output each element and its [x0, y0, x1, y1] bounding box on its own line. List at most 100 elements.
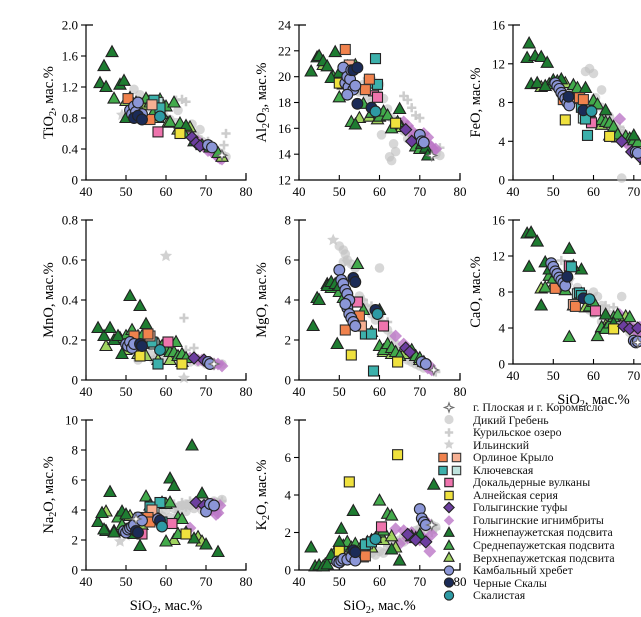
svg-text:70: 70 — [627, 184, 640, 199]
legend-item: Орлиное Крыло — [435, 451, 641, 464]
svg-text:MnO, мас.%: MnO, мас.% — [41, 262, 57, 338]
svg-text:60: 60 — [160, 384, 173, 399]
svg-text:0.6: 0.6 — [62, 253, 79, 268]
svg-text:4: 4 — [72, 503, 79, 518]
svg-text:2: 2 — [72, 533, 79, 548]
chart-tio2-canvas: 40 50 60 70 80 0 0.4 0.8 1.2 1.6 2.0 TiO2​, мас.% — [41, 18, 253, 200]
legend-item: Нижнепаужетская подсвита — [435, 526, 641, 539]
chart-cao-canvas: 40506070800481216CaO, мас.%SiO2​, мас.% — [468, 213, 641, 410]
chart-mgo: 40 50 60 70 80 0 2 4 6 8 MgO, мас.% — [253, 211, 467, 400]
svg-text:60: 60 — [587, 184, 600, 199]
svg-text:Na2​O, мас.%: Na2​O, мас.% — [41, 456, 59, 533]
legend-marker-icon — [435, 464, 467, 477]
legend-label: Ключевская — [473, 462, 534, 477]
svg-text:4: 4 — [499, 321, 506, 336]
legend-item: Камбальный хребет — [435, 564, 641, 577]
svg-text:0: 0 — [72, 563, 79, 578]
svg-text:2: 2 — [285, 333, 292, 348]
legend-label: Дикий Гребень — [473, 412, 549, 427]
svg-text:8: 8 — [285, 213, 292, 228]
legend-label: г. Плоская и г. Коромысло — [473, 400, 604, 414]
svg-text:40: 40 — [507, 184, 520, 199]
legend-item: Среднепаужетская подсвита — [435, 539, 641, 552]
svg-text:50: 50 — [333, 384, 346, 399]
svg-text:6: 6 — [72, 473, 79, 488]
legend-marker-icon — [435, 451, 467, 464]
legend-label: Орлиное Крыло — [473, 450, 554, 465]
svg-text:70: 70 — [413, 574, 426, 589]
svg-text:70: 70 — [413, 384, 426, 399]
svg-text:MgO, мас.%: MgO, мас.% — [254, 262, 270, 338]
legend-item: Голыгинские туфы — [435, 501, 641, 514]
legend-item: Докальдерные вулканы — [435, 476, 641, 489]
svg-text:50: 50 — [547, 184, 560, 199]
svg-text:16: 16 — [492, 213, 506, 228]
legend-label: Ильинский — [473, 437, 530, 452]
svg-text:20: 20 — [278, 69, 291, 84]
chart-al2o3-canvas: 40 50 60 70 80 12 14 16 18 20 22 24 Al2​O3​, мас.% — [254, 18, 467, 200]
svg-text:70: 70 — [200, 574, 213, 589]
legend-item: Голыгинские игнимбриты — [435, 514, 641, 527]
legend-label: Черные Скалы — [473, 575, 547, 590]
svg-text:12: 12 — [492, 56, 505, 71]
svg-text:0.4: 0.4 — [62, 293, 79, 308]
chart-tio2: 40 50 60 70 80 0 0.4 0.8 1.2 1.6 2.0 TiO2​, мас.% — [40, 16, 253, 200]
svg-text:70: 70 — [200, 184, 213, 199]
svg-text:0: 0 — [499, 173, 506, 188]
svg-text:0: 0 — [285, 373, 292, 388]
svg-text:SiO2​, мас.%: SiO2​, мас.% — [557, 392, 629, 410]
svg-text:1.2: 1.2 — [62, 80, 78, 95]
legend-label: Среднепаужетская подсвита — [473, 538, 615, 553]
svg-text:80: 80 — [454, 574, 467, 589]
svg-text:0: 0 — [285, 563, 292, 578]
chart-cao: 40506070800481216CaO, мас.%SiO2​, мас.% — [467, 211, 641, 410]
svg-text:70: 70 — [413, 184, 426, 199]
svg-text:14: 14 — [278, 147, 292, 162]
svg-text:50: 50 — [547, 368, 560, 383]
legend-marker-icon — [435, 401, 467, 414]
svg-text:CaO, мас.%: CaO, мас.% — [468, 256, 484, 327]
svg-text:8: 8 — [499, 95, 506, 110]
legend-marker-icon — [435, 526, 467, 539]
legend-item: Алнейская серия — [435, 489, 641, 502]
svg-text:TiO2​, мас.%: TiO2​, мас.% — [41, 66, 59, 139]
svg-text:FeO, мас.%: FeO, мас.% — [468, 68, 484, 138]
svg-text:40: 40 — [80, 184, 93, 199]
svg-text:40: 40 — [293, 574, 306, 589]
svg-text:80: 80 — [454, 184, 467, 199]
svg-text:10: 10 — [65, 413, 78, 428]
legend-label: Верхнепаужетская подсвита — [473, 550, 615, 565]
svg-text:12: 12 — [492, 249, 505, 264]
chart-mno: 40 50 60 70 80 0 0.2 0.4 0.6 0.8 MnO, мас.% — [40, 211, 253, 400]
svg-text:8: 8 — [285, 413, 292, 428]
legend-item: Верхнепаужетская подсвита — [435, 552, 641, 565]
legend-marker-icon — [435, 438, 467, 451]
legend-label: Голыгинские игнимбриты — [473, 512, 604, 527]
chart-feo: 40506070800481216FeO, мас.% — [467, 16, 641, 199]
legend-marker-icon — [435, 476, 467, 489]
legend-item: Дикий Гребень — [435, 412, 641, 427]
svg-text:6: 6 — [285, 450, 292, 465]
legend-label: Скалистая — [473, 588, 526, 603]
legend-label: Курильское озеро — [473, 425, 562, 440]
svg-text:0: 0 — [72, 373, 79, 388]
legend-item: Черные Скалы — [435, 577, 641, 590]
legend-item: Курильское озеро — [435, 426, 641, 439]
svg-text:6: 6 — [285, 253, 292, 268]
svg-text:50: 50 — [120, 184, 133, 199]
legend-marker-icon — [435, 576, 467, 589]
legend-item: Ключевская — [435, 464, 641, 477]
svg-text:0.8: 0.8 — [62, 213, 78, 228]
svg-text:70: 70 — [627, 368, 640, 383]
legend-item: г. Плоская и г. Коромысло — [435, 401, 641, 414]
legend-label: Голыгинские туфы — [473, 500, 568, 515]
svg-text:12: 12 — [278, 173, 291, 188]
svg-text:1.6: 1.6 — [62, 49, 79, 64]
chart-mgo-canvas: 40 50 60 70 80 0 2 4 6 8 MgO, мас.% — [254, 213, 467, 400]
svg-text:4: 4 — [499, 134, 506, 149]
svg-text:50: 50 — [333, 184, 346, 199]
